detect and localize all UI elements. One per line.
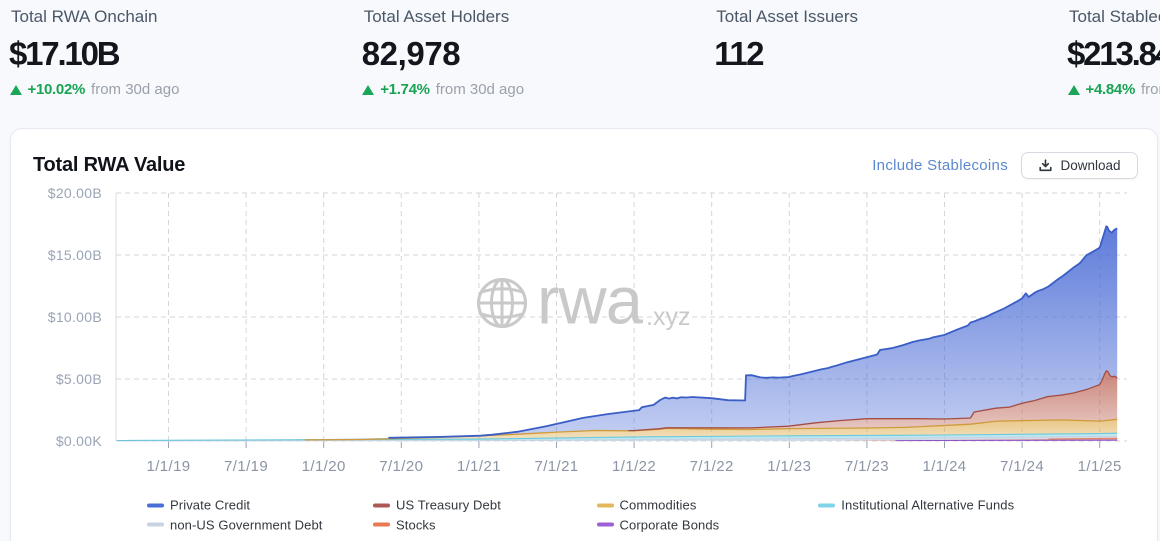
svg-text:rwa: rwa bbox=[537, 264, 644, 339]
svg-text:.xyz: .xyz bbox=[646, 303, 690, 331]
